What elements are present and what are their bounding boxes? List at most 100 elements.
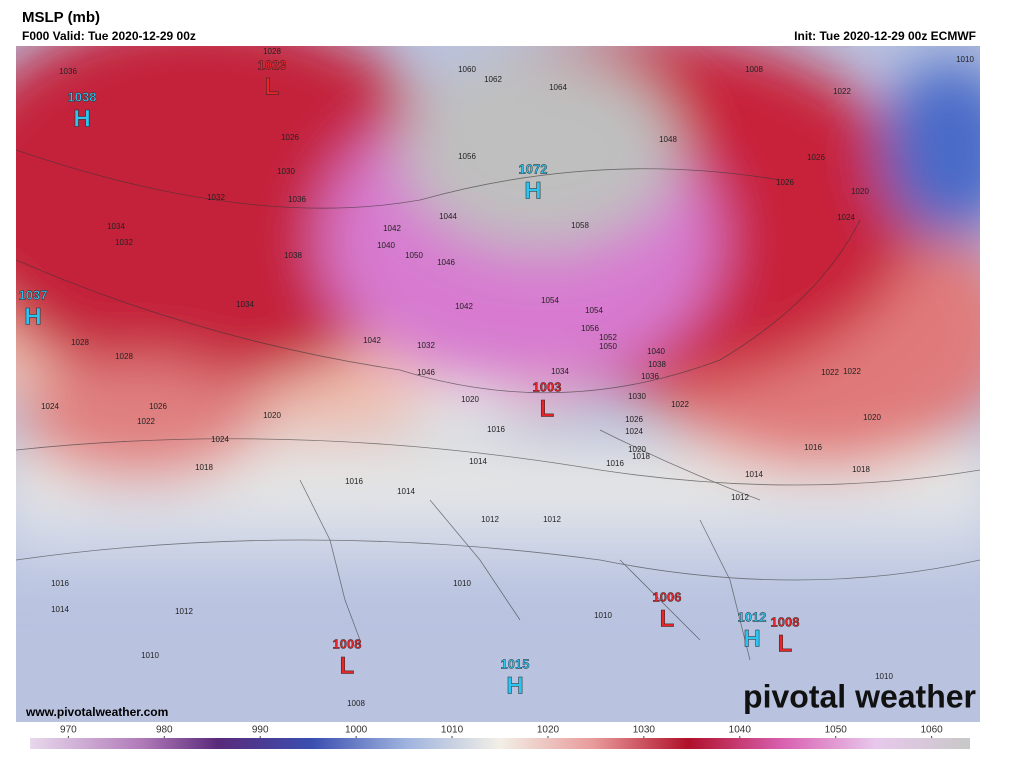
center-letter: H [524,177,541,204]
center-letter: L [265,73,280,100]
center-letter: H [73,105,90,132]
center-letter: L [540,395,555,422]
contour-label: 1030 [277,167,295,176]
contour-label: 1046 [417,368,435,377]
contour-label: 1050 [599,342,617,351]
center-letter: H [24,303,41,330]
contour-label: 1010 [956,55,974,64]
contour-label: 1020 [863,413,881,422]
colorbar-label: 1060 [921,725,944,736]
center-letter: L [660,605,675,632]
contour-label: 1012 [731,493,749,502]
contour-label: 1014 [469,457,487,466]
contour-label: 1050 [405,251,423,260]
contour-label: 1010 [141,651,159,660]
colorbar-label: 1020 [537,725,560,736]
contour-label: 1044 [439,212,457,221]
init-time: Init: Tue 2020-12-29 00z ECMWF [794,29,976,43]
contour-label: 1016 [51,579,69,588]
contour-label: 1036 [59,67,77,76]
colorbar-label: 1040 [729,725,752,736]
contour-label: 1040 [647,347,665,356]
contour-label: 1056 [458,152,476,161]
contour-label: 1016 [804,443,822,452]
colorbar-label: 980 [156,725,173,736]
contour-label: 1010 [594,611,612,620]
contour-label: 1026 [149,402,167,411]
contour-label: 1034 [551,367,569,376]
center-value: 1006 [653,589,682,604]
contour-label: 1022 [843,367,861,376]
contour-label: 1018 [195,463,213,472]
contour-label: 1054 [541,296,559,305]
contour-label: 1024 [41,402,59,411]
contour-label: 1064 [549,83,567,92]
colorbar-label: 970 [60,725,77,736]
center-letter: H [743,625,760,652]
contour-label: 1042 [455,302,473,311]
contour-label: 1032 [115,238,133,247]
contour-label: 1018 [632,452,650,461]
contour-label: 1032 [207,193,225,202]
contour-label: 1028 [115,352,133,361]
center-value: 1023 [258,57,287,72]
contour-label: 1026 [625,415,643,424]
contour-label: 1048 [659,135,677,144]
map [16,46,980,722]
colorbar [30,738,970,749]
center-value: 1038 [68,89,97,104]
contour-label: 1042 [363,336,381,345]
contour-label: 1018 [852,465,870,474]
center-value: 1015 [501,656,530,671]
contour-label: 1052 [599,333,617,342]
contour-label: 1038 [284,251,302,260]
center-value: 1037 [19,287,48,302]
contour-label: 1032 [417,341,435,350]
contour-label: 1014 [51,605,69,614]
contour-label: 1008 [347,699,365,708]
contour-label: 1022 [137,417,155,426]
title: MSLP (mb) [22,9,100,26]
website: www.pivotalweather.com [25,705,168,719]
contour-label: 1016 [487,425,505,434]
center-value: 1072 [519,161,548,176]
contour-label: 1024 [625,427,643,436]
contour-label: 1028 [263,47,281,56]
contour-label: 1034 [236,300,254,309]
contour-label: 1026 [807,153,825,162]
contour-label: 1014 [397,487,415,496]
contour-label: 1010 [875,672,893,681]
contour-label: 1022 [821,368,839,377]
contour-label: 1062 [484,75,502,84]
center-value: 1012 [738,609,767,624]
colorbar-label: 1050 [825,725,848,736]
contour-label: 1026 [776,178,794,187]
center-letter: L [340,652,355,679]
contour-label: 1020 [851,187,869,196]
contour-label: 1012 [481,515,499,524]
contour-label: 1060 [458,65,476,74]
center-value: 1008 [771,614,800,629]
contour-label: 1054 [585,306,603,315]
contour-label: 1012 [175,607,193,616]
contour-label: 1024 [837,213,855,222]
contour-label: 1022 [671,400,689,409]
contour-label: 1036 [641,372,659,381]
contour-label: 1040 [377,241,395,250]
center-letter: H [506,672,523,699]
contour-label: 1020 [628,445,646,454]
colorbar-label: 1030 [633,725,656,736]
contour-label: 1026 [281,133,299,142]
contour-label: 1042 [383,224,401,233]
contour-label: 1028 [71,338,89,347]
contour-label: 1016 [345,477,363,486]
contour-label: 1010 [453,579,471,588]
contour-label: 1046 [437,258,455,267]
contour-label: 1016 [606,459,624,468]
contour-label: 1036 [288,195,306,204]
contour-label: 1038 [648,360,666,369]
contour-label: 1022 [833,87,851,96]
contour-label: 1012 [543,515,561,524]
contour-label: 1058 [571,221,589,230]
contour-label: 1020 [461,395,479,404]
